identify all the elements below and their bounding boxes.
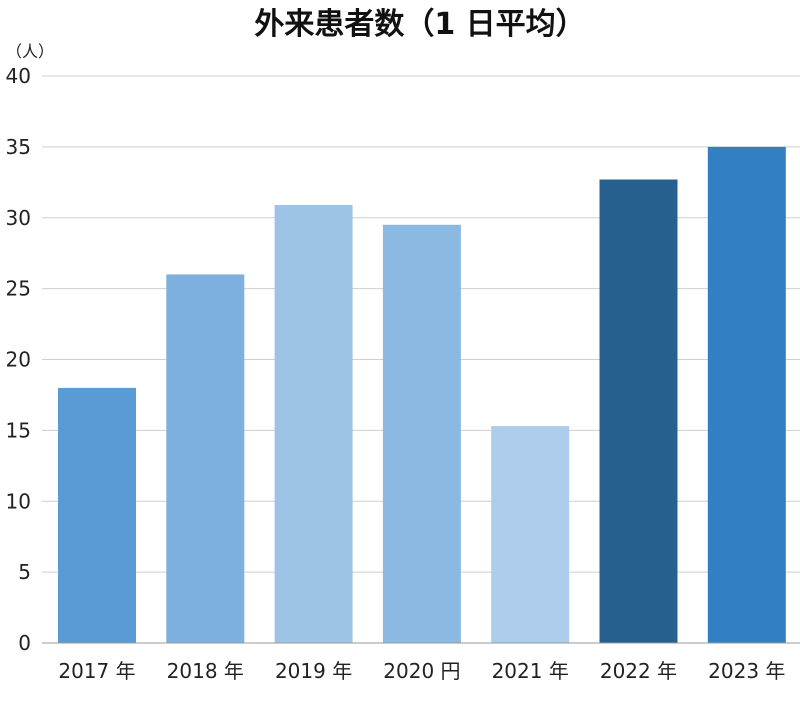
x-tick-label-1: 2018 年 [167, 659, 244, 683]
y-tick-label-40: 40 [6, 64, 31, 88]
bar-0 [58, 387, 136, 643]
x-tick-label-2: 2019 年 [275, 659, 352, 683]
x-tick-label-0: 2017 年 [58, 659, 135, 683]
y-tick-label-20: 20 [6, 348, 31, 372]
x-tick-label-6: 2023 年 [708, 659, 785, 683]
y-tick-label-35: 35 [6, 135, 31, 159]
y-axis-unit-label: （人） [6, 42, 54, 61]
y-tick-label-5: 5 [18, 560, 31, 584]
bars [58, 146, 786, 644]
bar-5 [599, 179, 678, 643]
y-tick-label-25: 25 [6, 277, 31, 301]
bar-4 [491, 426, 570, 643]
bar-1 [166, 274, 245, 643]
x-tick-label-4: 2021 年 [492, 659, 569, 683]
y-tick-label-30: 30 [6, 206, 31, 230]
bar-2 [274, 205, 353, 643]
chart-title: 外来患者数（1 日平均） [254, 7, 585, 42]
y-tick-label-0: 0 [18, 631, 31, 655]
bar-6 [707, 146, 786, 643]
y-tick-label-10: 10 [6, 489, 31, 513]
y-tick-label-15: 15 [6, 418, 31, 442]
y-axis-ticks: 0 5 10 15 20 25 30 35 40 [6, 64, 31, 655]
x-axis-ticks: 2017 年 2018 年 2019 年 2020 円 2021 年 2022 年 2023… [58, 659, 785, 683]
x-tick-label-3: 2020 円 [383, 659, 460, 683]
bar-3 [382, 224, 461, 644]
x-tick-label-5: 2022 年 [600, 659, 677, 683]
